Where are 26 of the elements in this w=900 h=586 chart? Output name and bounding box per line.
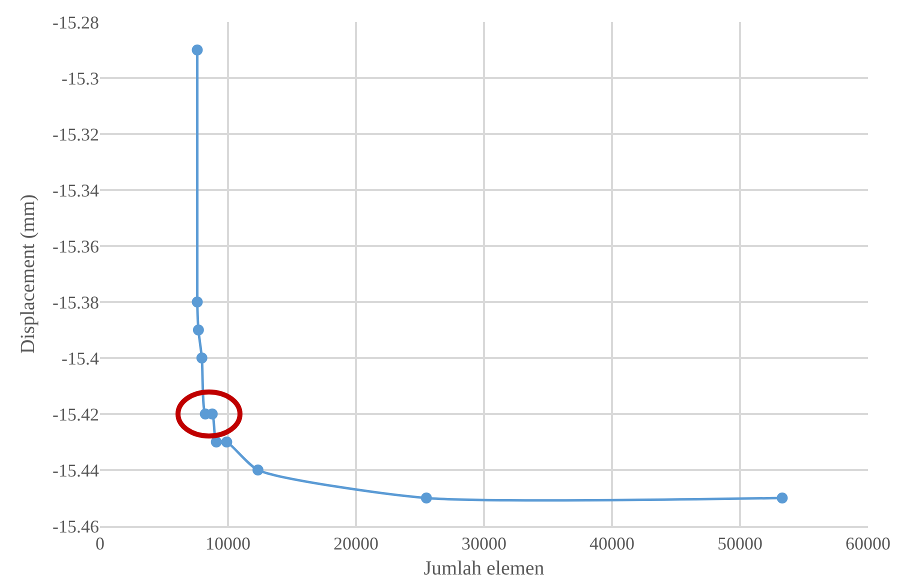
y-tick-label: -15.38 — [52, 292, 99, 312]
y-tick-label: -15.34 — [52, 180, 99, 200]
y-axis-title: Displacement (mm) — [17, 194, 39, 354]
point — [221, 436, 232, 448]
y-tick-label: -15.36 — [52, 236, 99, 256]
x-tick-label: 30000 — [462, 533, 506, 554]
point — [776, 492, 788, 504]
point — [252, 464, 264, 476]
point — [196, 352, 208, 364]
x-tick-label: 60000 — [846, 533, 890, 554]
y-tick-label: -15.3 — [62, 68, 99, 88]
y-tick-label: -15.44 — [52, 460, 99, 480]
point — [192, 296, 203, 308]
x-tick-label: 10000 — [206, 533, 250, 554]
y-tick-label: -15.42 — [52, 404, 99, 424]
point — [420, 492, 432, 504]
y-tick-label: -15.32 — [52, 124, 99, 144]
y-tick-label: -15.4 — [62, 348, 99, 368]
x-tick-label: 40000 — [590, 533, 634, 554]
point — [192, 324, 204, 336]
x-tick-label: 50000 — [718, 533, 762, 554]
x-tick-label: 20000 — [334, 533, 378, 554]
point — [210, 436, 222, 448]
point — [192, 44, 203, 56]
y-tick-label: -15.28 — [52, 12, 99, 32]
x-axis-title: Jumlah elemen — [424, 557, 544, 580]
